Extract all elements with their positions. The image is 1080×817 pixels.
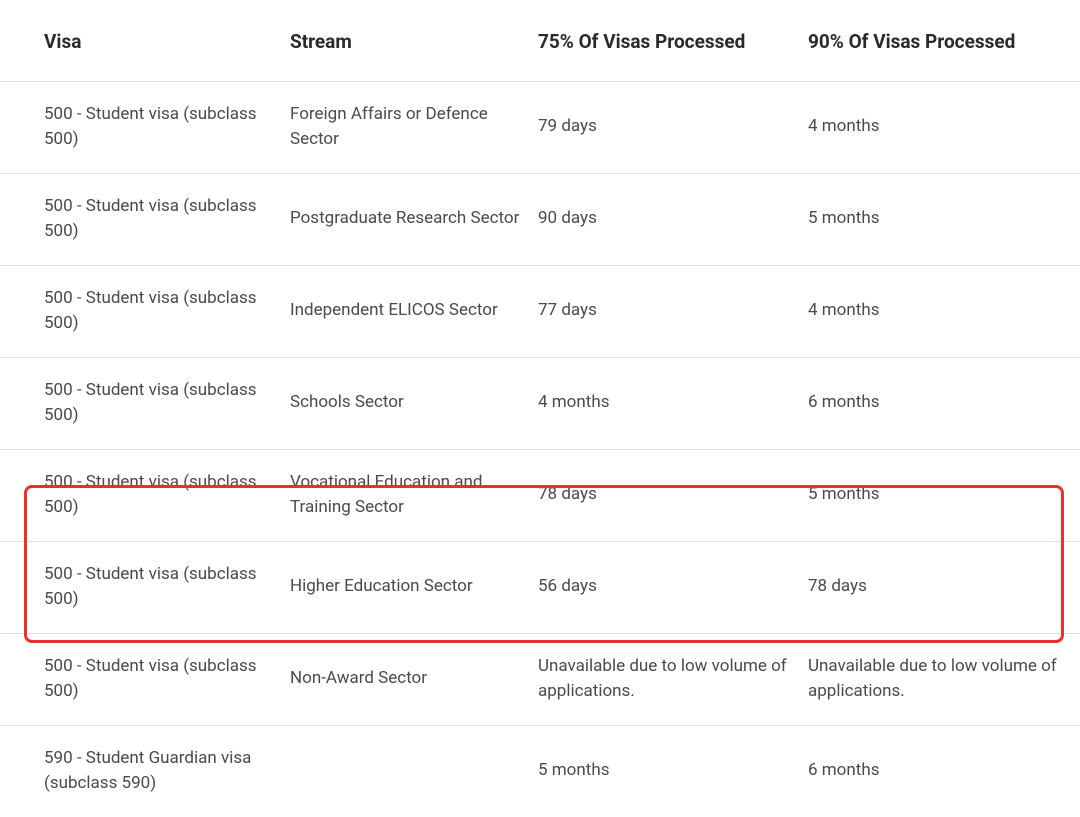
cell-visa: 500 - Student visa (subclass 500) bbox=[0, 173, 290, 265]
cell-stream: Non-Award Sector bbox=[290, 633, 538, 725]
cell-stream: Schools Sector bbox=[290, 357, 538, 449]
cell-75pct: 56 days bbox=[538, 541, 808, 633]
cell-stream: Independent ELICOS Sector bbox=[290, 265, 538, 357]
cell-visa: 500 - Student visa (subclass 500) bbox=[0, 541, 290, 633]
cell-stream bbox=[290, 725, 538, 817]
table-row: 590 - Student Guardian visa (subclass 59… bbox=[0, 725, 1080, 817]
cell-visa: 590 - Student Guardian visa (subclass 59… bbox=[0, 725, 290, 817]
col-header-90pct: 90% Of Visas Processed bbox=[808, 0, 1080, 81]
col-header-stream: Stream bbox=[290, 0, 538, 81]
cell-90pct: 5 months bbox=[808, 449, 1080, 541]
col-header-visa: Visa bbox=[0, 0, 290, 81]
cell-90pct: Unavailable due to low volume of applica… bbox=[808, 633, 1080, 725]
cell-75pct: Unavailable due to low volume of applica… bbox=[538, 633, 808, 725]
cell-90pct: 78 days bbox=[808, 541, 1080, 633]
cell-75pct: 77 days bbox=[538, 265, 808, 357]
cell-90pct: 4 months bbox=[808, 265, 1080, 357]
cell-stream: Vocational Education and Training Sector bbox=[290, 449, 538, 541]
table-row: 500 - Student visa (subclass 500) Higher… bbox=[0, 541, 1080, 633]
cell-90pct: 6 months bbox=[808, 357, 1080, 449]
cell-75pct: 79 days bbox=[538, 81, 808, 173]
table-row: 500 - Student visa (subclass 500) Non-Aw… bbox=[0, 633, 1080, 725]
cell-90pct: 5 months bbox=[808, 173, 1080, 265]
col-header-75pct: 75% Of Visas Processed bbox=[538, 0, 808, 81]
cell-visa: 500 - Student visa (subclass 500) bbox=[0, 449, 290, 541]
cell-90pct: 4 months bbox=[808, 81, 1080, 173]
cell-90pct: 6 months bbox=[808, 725, 1080, 817]
table-row: 500 - Student visa (subclass 500) Vocati… bbox=[0, 449, 1080, 541]
table-row: 500 - Student visa (subclass 500) Postgr… bbox=[0, 173, 1080, 265]
cell-visa: 500 - Student visa (subclass 500) bbox=[0, 81, 290, 173]
table-body: 500 - Student visa (subclass 500) Foreig… bbox=[0, 81, 1080, 817]
table-row: 500 - Student visa (subclass 500) Indepe… bbox=[0, 265, 1080, 357]
cell-75pct: 5 months bbox=[538, 725, 808, 817]
cell-visa: 500 - Student visa (subclass 500) bbox=[0, 357, 290, 449]
cell-visa: 500 - Student visa (subclass 500) bbox=[0, 265, 290, 357]
table-header-row: Visa Stream 75% Of Visas Processed 90% O… bbox=[0, 0, 1080, 81]
cell-75pct: 90 days bbox=[538, 173, 808, 265]
visa-processing-table: Visa Stream 75% Of Visas Processed 90% O… bbox=[0, 0, 1080, 817]
table-row: 500 - Student visa (subclass 500) Foreig… bbox=[0, 81, 1080, 173]
visa-processing-table-wrap: Visa Stream 75% Of Visas Processed 90% O… bbox=[0, 0, 1080, 817]
cell-visa: 500 - Student visa (subclass 500) bbox=[0, 633, 290, 725]
cell-stream: Higher Education Sector bbox=[290, 541, 538, 633]
cell-stream: Postgraduate Research Sector bbox=[290, 173, 538, 265]
cell-75pct: 78 days bbox=[538, 449, 808, 541]
cell-stream: Foreign Affairs or Defence Sector bbox=[290, 81, 538, 173]
cell-75pct: 4 months bbox=[538, 357, 808, 449]
table-row: 500 - Student visa (subclass 500) School… bbox=[0, 357, 1080, 449]
